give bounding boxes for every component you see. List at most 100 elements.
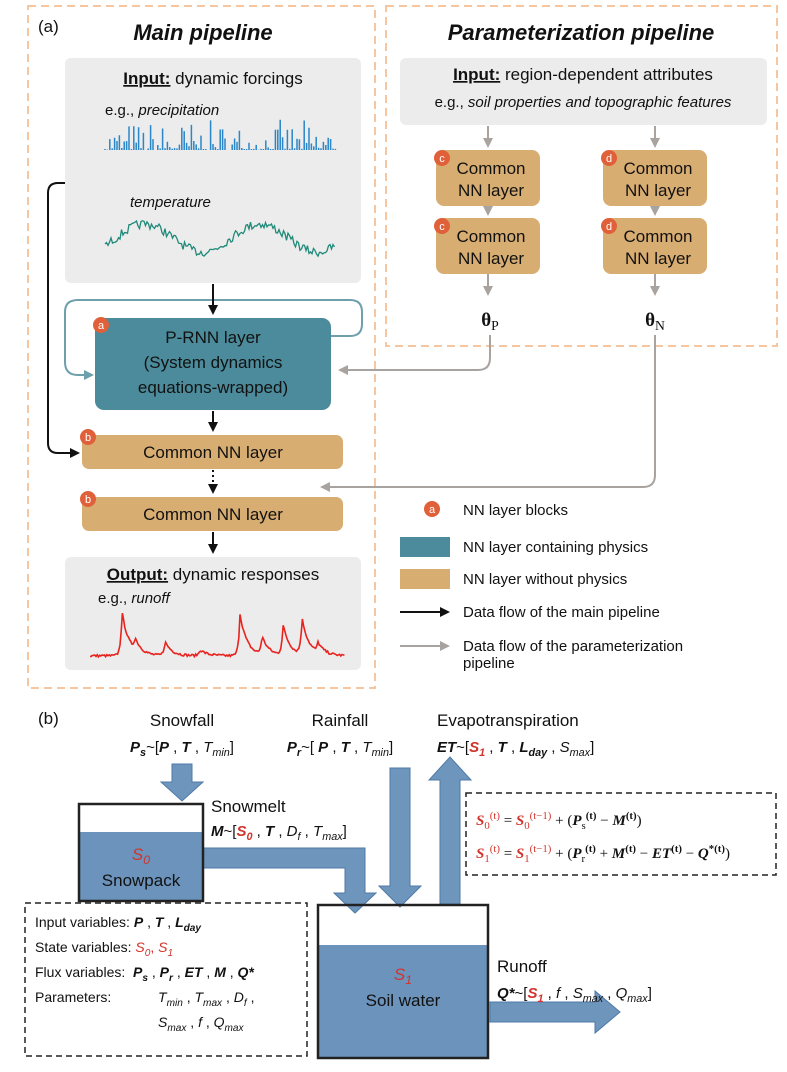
text-run: S (394, 965, 406, 984)
text-run: P (491, 318, 499, 333)
text-run: T (158, 989, 168, 1005)
main-arrows (47, 182, 218, 554)
text-run: max (225, 1023, 245, 1034)
variables-line: Flux variables: Ps , Pr , ET , M , Q* (35, 964, 254, 984)
text-run: 1 (167, 948, 173, 959)
text-run: Q (698, 846, 709, 862)
text-run: max (203, 998, 223, 1009)
text-run: , (143, 914, 155, 930)
text-run: , (203, 964, 215, 980)
legend-text: NN layer blocks (463, 502, 568, 519)
param-blocks: c Common NN layer c Common NN layer d Common NN … (434, 150, 707, 274)
variables-line: State variables: S0, S1 (35, 939, 173, 959)
text-run: ] (230, 739, 234, 756)
variables-line: Tmin , Tmax , Df , (158, 989, 254, 1009)
text-run: T (341, 739, 352, 756)
text-run: N (655, 318, 665, 333)
text-run: s (582, 820, 586, 832)
text-run: = (500, 846, 516, 862)
text-run: 1 (484, 853, 489, 865)
text-run: S (527, 985, 537, 1002)
text-run: Q (616, 985, 628, 1002)
block-line: Common (457, 159, 526, 178)
state-label: S0 (132, 845, 150, 867)
text-run: max (627, 993, 648, 1005)
text-run: M (611, 813, 626, 829)
flux-title: Rainfall (312, 711, 369, 730)
text-run: P (133, 964, 143, 980)
text-run: 0 (145, 948, 151, 959)
text-run: ET (437, 739, 458, 756)
store-name: Snowpack (102, 871, 181, 890)
soil-box (316, 903, 490, 1060)
text-run: , (222, 989, 234, 1005)
text-run: = (500, 813, 516, 829)
param-arrows (320, 126, 660, 492)
text-run: P (134, 914, 144, 930)
flux-formula: M~[S0 , T , Df , Tmax] (211, 823, 347, 843)
nn-block (82, 435, 343, 469)
main-frame (27, 5, 376, 689)
text-run: min (372, 747, 389, 759)
temperature-label: temperature (130, 194, 211, 211)
text-run: , (202, 1014, 214, 1030)
text-run: T (362, 739, 373, 756)
output-example: e.g., runoff (98, 590, 172, 607)
text-run: + ( (551, 813, 572, 829)
badge (80, 491, 96, 507)
badge (601, 218, 617, 234)
text-run: Input variables: (35, 914, 134, 930)
flux-arrows (159, 756, 621, 1035)
text-run: L (175, 914, 184, 930)
text-run: S (476, 813, 484, 829)
text-run: T (265, 823, 276, 840)
text-run: (t) (586, 810, 597, 822)
badge (80, 429, 96, 445)
store-name: Soil water (366, 991, 441, 1010)
text-run: , (173, 964, 185, 980)
text-run: + (596, 846, 612, 862)
text-run: *(t) (709, 843, 726, 855)
legend-text: Data flow of the parameterization (463, 638, 683, 655)
text-run: P (572, 813, 582, 829)
text-run: s (142, 973, 148, 984)
text-run: dynamic forcings (170, 69, 302, 88)
equation-box (465, 792, 777, 876)
param-input-example: e.g., soil properties and topographic fe… (435, 94, 732, 111)
text-run: L (519, 739, 528, 756)
text-run: max (167, 1023, 187, 1034)
text-run: , (547, 739, 560, 756)
precipitation-sketch (104, 119, 337, 150)
text-run: (t) (625, 843, 636, 855)
text-run: (t) (490, 810, 501, 822)
param-input-box (400, 58, 767, 125)
badge-letter: c (439, 153, 445, 165)
panel-label: (b) (38, 709, 59, 728)
param-frame (385, 5, 778, 347)
input-example: e.g., precipitation (105, 102, 219, 119)
text-run: S (135, 939, 145, 955)
main-title: Main pipeline (133, 20, 272, 45)
equation: S0(t) = S0(t−1) + (Ps(t) − M(t)) (476, 810, 642, 832)
text-run: e.g., (435, 94, 468, 111)
legend-swatch (400, 537, 450, 557)
theta-p: θP (481, 310, 499, 333)
text-run: f (556, 985, 562, 1002)
block-line: NN layer (458, 249, 524, 268)
badge-letter: d (606, 153, 612, 165)
main-blocks: b Common NN layer b Common NN layer (80, 429, 343, 531)
flux-title: Snowfall (150, 711, 214, 730)
badge-letter: b (85, 494, 91, 506)
theta-n: θN (645, 310, 665, 333)
variables-line: Parameters: (35, 989, 111, 1005)
text-run: 0 (246, 831, 252, 843)
text-run: T (182, 739, 193, 756)
text-run: f (298, 831, 302, 843)
text-run: P (318, 739, 329, 756)
flux-title: Runoff (497, 957, 547, 976)
badge (434, 218, 450, 234)
text-run: max (570, 747, 591, 759)
text-run: ET (651, 846, 672, 862)
text-run: e.g., (98, 590, 131, 607)
